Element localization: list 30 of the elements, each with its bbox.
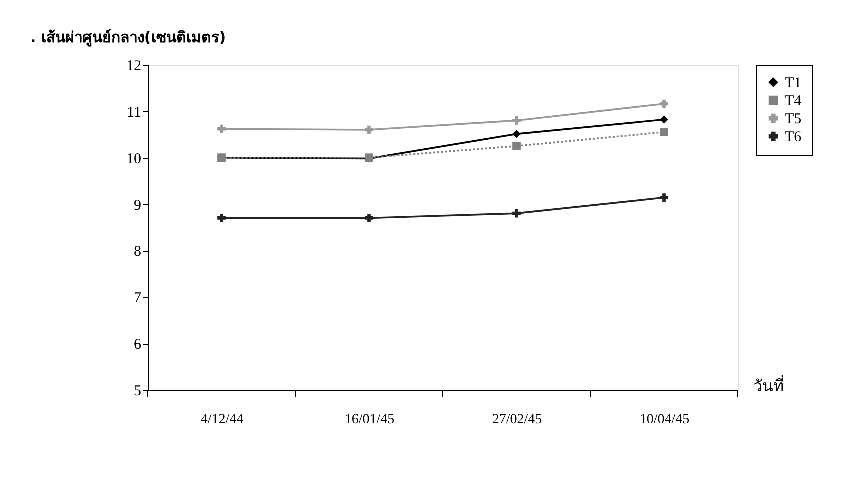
point (512, 209, 521, 218)
point (365, 126, 374, 134)
x-tick-label: 10/04/45 (640, 412, 690, 428)
x-tick-label: 16/01/45 (344, 412, 395, 428)
legend-label: T1 (785, 76, 802, 92)
point (660, 194, 668, 202)
x-tick-label: 4/12/44 (200, 412, 244, 428)
point (512, 142, 521, 150)
y-tick-label: 5 (134, 384, 142, 400)
point (660, 128, 668, 137)
point (512, 130, 521, 138)
x-axis-title: วันที่ (754, 374, 784, 396)
y-tick-label: 8 (134, 244, 142, 260)
y-tick-label: 9 (134, 198, 142, 214)
point (218, 124, 226, 134)
point (218, 214, 226, 222)
legend-label: T4 (785, 94, 802, 110)
y-tick-label: 10 (126, 151, 142, 168)
y-tick-label: 11 (127, 104, 142, 121)
legend-label: T6 (785, 130, 802, 146)
point (365, 214, 374, 222)
point (660, 116, 668, 124)
point (512, 116, 521, 125)
legend-label: T5 (785, 112, 802, 128)
x-tick-label: 27/02/45 (492, 412, 542, 428)
y-axis-title: . เส้นผ่าศูนย์กลาง(เซนติเมตร) (30, 28, 226, 48)
y-tick-label: 7 (134, 290, 142, 307)
y-tick-label: 6 (134, 337, 142, 354)
y-tick-label: 12 (126, 58, 142, 74)
point (660, 100, 668, 108)
